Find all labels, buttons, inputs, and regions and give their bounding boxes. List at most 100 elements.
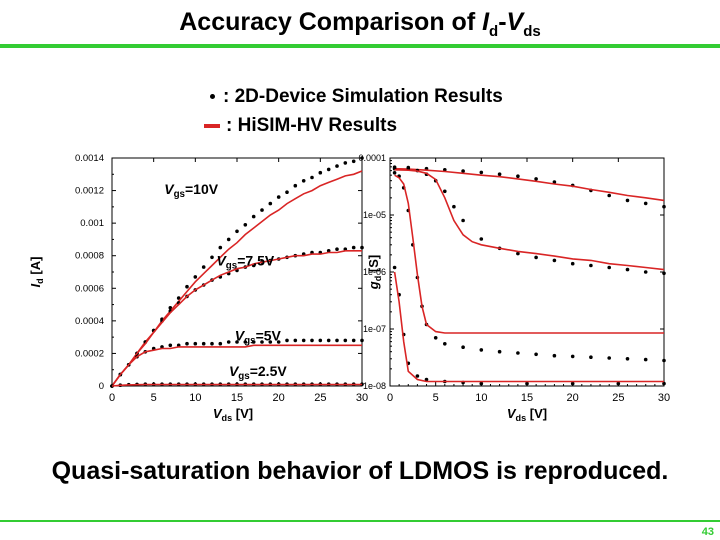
id-simulation-point [335, 247, 339, 251]
id-x-tick-label: 5 [151, 392, 157, 404]
gd-simulation-point [643, 357, 648, 362]
id-y-tick-label: 0.0004 [75, 316, 104, 327]
gd-simulation-point [552, 180, 557, 184]
id-simulation-point [285, 338, 289, 343]
gd-simulation-point [662, 204, 666, 209]
id-model-curve [111, 170, 363, 387]
gd-simulation-point [392, 171, 397, 175]
dot-marker-icon [210, 94, 215, 100]
id-y-tick-label: 0.0014 [75, 153, 104, 164]
title-vds-subscript: ds [523, 23, 541, 40]
id-simulation-point [301, 179, 306, 183]
gd-simulation-point [424, 377, 429, 382]
gd-simulation-point [625, 267, 630, 272]
gd-simulation-point [607, 356, 611, 360]
gd-x-tick-label: 5 [433, 392, 439, 404]
id-vgs-annotation: Vgs=10V [164, 181, 219, 200]
gd-y-tick-label: 0.0001 [358, 153, 386, 163]
gd-y-tick-label: 1e-05 [363, 210, 386, 220]
id-simulation-point [318, 338, 323, 343]
gd-simulation-point [479, 381, 484, 386]
title-underline [0, 44, 720, 48]
id-simulation-point [268, 340, 273, 344]
gd-y-tick-label: 1e-06 [363, 267, 386, 277]
gd-simulation-point [443, 342, 447, 346]
id-simulation-point [293, 183, 298, 188]
id-x-tick-label: 10 [189, 392, 201, 404]
id-x-tick-label: 15 [231, 392, 243, 404]
id-model-curve [111, 383, 362, 387]
id-simulation-point [310, 175, 314, 180]
id-simulation-point [210, 255, 214, 260]
id-simulation-point [351, 338, 356, 343]
gd-model-curve [393, 271, 664, 383]
id-simulation-point [235, 340, 239, 344]
gd-simulation-point [625, 357, 630, 361]
gd-simulation-point [662, 271, 666, 276]
id-simulation-point [210, 341, 214, 346]
gd-simulation-point [616, 381, 621, 386]
id-simulation-point [260, 340, 264, 344]
id-vds-plot: 0 5 10 15 20 25 30 0 0.0002 0.0004 0.0006 0.0008 0.0… [28, 153, 368, 423]
id-simulation-point [251, 214, 256, 219]
gd-simulation-point [607, 193, 611, 198]
gd-simulation-point [479, 237, 484, 241]
legend-simulation-label: : 2D-Device Simulation Results [223, 86, 503, 107]
id-simulation-point [293, 338, 298, 343]
gd-simulation-point [497, 349, 502, 354]
gd-x-tick-label: 20 [567, 392, 579, 404]
id-simulation-point [243, 223, 248, 227]
id-simulation-point [326, 167, 331, 172]
id-simulation-point [218, 341, 223, 346]
id-simulation-point [235, 229, 239, 234]
gd-simulation-point [497, 172, 502, 176]
id-simulation-point [343, 338, 348, 343]
id-simulation-point [168, 343, 173, 348]
gd-simulation-point [479, 348, 484, 352]
id-simulation-point [168, 306, 173, 310]
id-simulation-point [326, 338, 331, 343]
id-simulation-point [276, 340, 281, 344]
slide-title: Accuracy Comparison of Id-Vds [0, 8, 720, 40]
id-simulation-point [243, 340, 248, 344]
id-simulation-point [226, 340, 231, 344]
gd-simulation-point [443, 189, 447, 194]
id-vgs-annotation: Vgs=7.5V [216, 252, 274, 271]
id-simulation-point [318, 170, 323, 175]
title-dash: - [498, 8, 507, 36]
gd-simulation-point [625, 198, 630, 203]
id-simulation-point [360, 156, 364, 160]
gd-simulation-point [516, 174, 520, 178]
id-x-tick-label: 0 [109, 392, 115, 404]
id-simulation-point [276, 195, 281, 199]
gd-vds-plot: 0 5 10 15 20 25 301e-081e-071e-061e-050.0001Vd… [358, 153, 670, 423]
id-y-tick-label: 0 [99, 381, 104, 392]
id-simulation-point [268, 201, 273, 206]
gd-model-curve [394, 169, 665, 271]
id-simulation-point [201, 341, 206, 346]
id-simulation-point [201, 265, 206, 269]
gd-x-tick-label: 10 [475, 392, 487, 404]
id-simulation-point [301, 338, 306, 343]
gd-y-tick-label: 1e-07 [363, 324, 386, 334]
gd-y-axis-label: gd [S] [366, 255, 383, 290]
gd-simulation-point [552, 258, 557, 263]
gd-simulation-point [392, 265, 397, 270]
id-simulation-point [260, 208, 264, 212]
gd-x-tick-label: 25 [612, 392, 624, 404]
charts-area: 0 5 10 15 20 25 30 0 0.0002 0.0004 0.0006 0.0008 0.0… [28, 153, 670, 423]
id-x-axis-label: Vds [V] [213, 406, 253, 423]
id-simulation-point [351, 159, 356, 164]
id-simulation-point [218, 245, 223, 250]
gd-simulation-point [479, 170, 484, 175]
gd-simulation-point [433, 336, 438, 340]
title-prefix: Accuracy Comparison of [179, 8, 483, 36]
gd-simulation-point [534, 177, 538, 181]
gd-simulation-point [570, 261, 575, 266]
id-simulation-point [351, 245, 356, 250]
gd-simulation-point [570, 354, 575, 359]
id-simulation-point [310, 338, 314, 343]
gd-simulation-point [516, 351, 520, 355]
gd-x-tick-label: 0 [387, 392, 393, 404]
gd-simulation-point [534, 352, 538, 357]
